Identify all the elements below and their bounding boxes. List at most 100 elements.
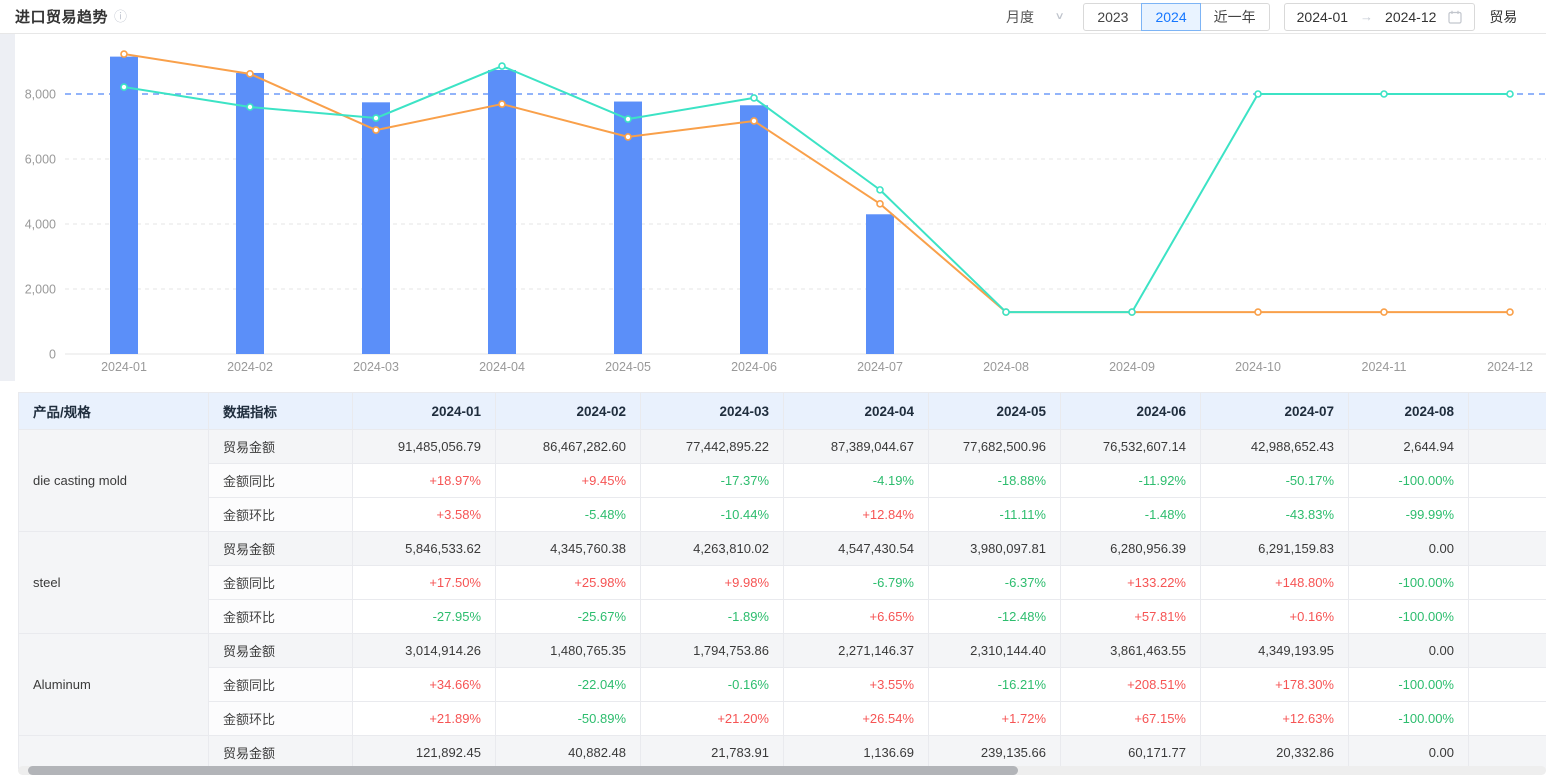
year-tab-2023[interactable]: 2023 [1083, 2, 1143, 31]
value-cell: +21.20% [640, 701, 784, 736]
value-cell: 0.00 [1348, 735, 1469, 769]
table-row: 金额同比 +18.97% +9.45% -17.37% -4.19% -18.88% -11… [19, 463, 1546, 498]
value-cell: -1.89% [640, 599, 784, 634]
metric-label-cell: 贸易金额 [208, 429, 353, 464]
value-cell: 21,783.91 [640, 735, 784, 769]
date-range-end: 2024-12 [1385, 8, 1437, 25]
value-cell: -17.37% [640, 463, 784, 498]
metric-label-cell: 金额同比 [208, 463, 353, 498]
filler-cell [1468, 565, 1546, 600]
value-cell: 2,644.94 [1348, 429, 1469, 464]
value-cell: -100.00% [1348, 599, 1469, 634]
date-range-picker[interactable]: 2024-01 → 2024-12 [1283, 2, 1476, 31]
horizontal-scrollbar-thumb[interactable] [28, 766, 1018, 775]
trend-chart-area: 0 2,000 4,000 6,000 8,000 2024-01 2024-02 2024-… [0, 33, 1546, 381]
column-header-2024-02: 2024-02 [495, 392, 641, 430]
value-cell: +12.84% [783, 497, 929, 532]
value-cell: -100.00% [1348, 463, 1469, 498]
column-header-2024-04: 2024-04 [783, 392, 929, 430]
column-header-2024-05: 2024-05 [928, 392, 1061, 430]
filler-cell [1468, 633, 1546, 668]
line-teal [120, 62, 1514, 316]
value-cell: +21.89% [352, 701, 496, 736]
value-cell: -100.00% [1348, 667, 1469, 702]
year-tab-group: 2023 2024 近一年 [1083, 2, 1270, 31]
value-cell: 4,345,760.38 [495, 531, 641, 566]
svg-text:2,000: 2,000 [25, 283, 56, 297]
value-cell: +3.58% [352, 497, 496, 532]
value-cell: 86,467,282.60 [495, 429, 641, 464]
value-cell: +9.45% [495, 463, 641, 498]
horizontal-scrollbar-track[interactable] [18, 766, 1546, 775]
table-row: Aluminum 贸易金额 3,014,914.26 1,480,765.35 1,79… [18, 633, 1546, 736]
year-tab-2024[interactable]: 2024 [1141, 2, 1201, 31]
value-cell: +34.66% [352, 667, 496, 702]
value-cell: 87,389,044.67 [783, 429, 929, 464]
period-select[interactable]: 月度 ∨ [1000, 5, 1069, 29]
gridlines: 0 2,000 4,000 6,000 8,000 [25, 88, 1546, 362]
value-cell: -10.44% [640, 497, 784, 532]
period-select-value: 月度 [1006, 8, 1034, 25]
svg-text:8,000: 8,000 [25, 88, 56, 102]
value-cell: -5.48% [495, 497, 641, 532]
value-cell: +3.55% [783, 667, 929, 702]
svg-text:0: 0 [49, 348, 56, 362]
year-tab-recent-year[interactable]: 近一年 [1199, 2, 1270, 31]
value-cell: 6,280,956.39 [1060, 531, 1201, 566]
value-cell: 3,014,914.26 [352, 633, 496, 668]
value-cell: 77,442,895.22 [640, 429, 784, 464]
value-cell: -4.19% [783, 463, 929, 498]
x-axis-labels: 2024-01 2024-02 2024-03 2024-04 2024-05 2024-… [101, 360, 1533, 374]
svg-text:2024-04: 2024-04 [479, 360, 525, 374]
value-cell: -11.11% [928, 497, 1061, 532]
value-cell: 60,171.77 [1060, 735, 1201, 769]
filler-cell [1468, 531, 1546, 566]
trade-metric-label-partial[interactable]: 贸易 [1489, 8, 1518, 25]
metric-label-cell: 贸易金额 [208, 633, 353, 668]
value-cell: 76,532,607.14 [1060, 429, 1201, 464]
value-cell: 91,485,056.79 [352, 429, 496, 464]
column-header-2024-01: 2024-01 [352, 392, 496, 430]
column-header-filler [1468, 392, 1546, 430]
value-cell: +25.98% [495, 565, 641, 600]
svg-text:2024-03: 2024-03 [353, 360, 399, 374]
metric-label-cell: 贸易金额 [208, 735, 353, 769]
value-cell: -6.79% [783, 565, 929, 600]
value-cell: +17.50% [352, 565, 496, 600]
svg-text:4,000: 4,000 [25, 218, 56, 232]
svg-text:2024-05: 2024-05 [605, 360, 651, 374]
value-cell: 0.00 [1348, 633, 1469, 668]
info-icon[interactable]: ⓘ [114, 9, 128, 24]
svg-text:2024-07: 2024-07 [857, 360, 903, 374]
product-name-cell: Aluminum [18, 633, 209, 736]
chevron-down-icon: ∨ [1054, 11, 1065, 22]
table-header-row: 产品/规格 数据指标 2024-01 2024-02 2024-03 2024-04 202… [18, 392, 1546, 430]
column-header-metric: 数据指标 [208, 392, 353, 430]
value-cell: -12.48% [928, 599, 1061, 634]
svg-text:2024-09: 2024-09 [1109, 360, 1155, 374]
filler-cell [1468, 429, 1546, 464]
value-cell: +133.22% [1060, 565, 1201, 600]
value-cell: +178.30% [1200, 667, 1349, 702]
metric-label-cell: 金额环比 [208, 497, 353, 532]
header-controls: 月度 ∨ 2023 2024 近一年 2024-01 → 2024-12 贸易 [1000, 0, 1517, 33]
value-cell: +18.97% [352, 463, 496, 498]
value-cell: 1,480,765.35 [495, 633, 641, 668]
value-cell: -18.88% [928, 463, 1061, 498]
table-row: 金额环比 +21.89% -50.89% +21.20% +26.54% +1.72% +6… [19, 701, 1546, 736]
value-cell: -0.16% [640, 667, 784, 702]
filler-cell [1468, 667, 1546, 702]
trade-data-table-area: 产品/规格 数据指标 2024-01 2024-02 2024-03 2024-04 202… [18, 392, 1546, 769]
product-name-cell [18, 735, 209, 769]
value-cell: 20,332.86 [1200, 735, 1349, 769]
value-cell: +208.51% [1060, 667, 1201, 702]
table-row: 贸易金额 121,892.45 40,882.48 21,783.91 1,136.69… [18, 735, 1546, 769]
value-cell: +148.80% [1200, 565, 1349, 600]
svg-text:2024-11: 2024-11 [1362, 360, 1407, 374]
filler-cell [1468, 463, 1546, 498]
value-cell: +1.72% [928, 701, 1061, 736]
filler-cell [1468, 735, 1546, 769]
column-header-2024-06: 2024-06 [1060, 392, 1201, 430]
value-cell: -1.48% [1060, 497, 1201, 532]
